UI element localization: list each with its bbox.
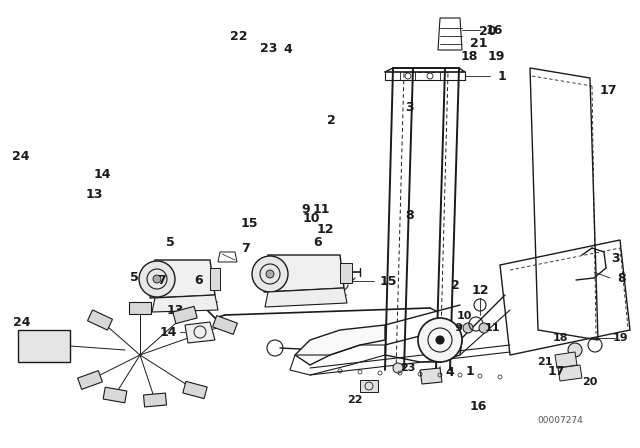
Polygon shape — [555, 352, 577, 368]
Text: 5: 5 — [166, 236, 174, 249]
Circle shape — [568, 343, 582, 357]
Polygon shape — [143, 393, 166, 407]
Polygon shape — [265, 288, 347, 307]
Text: 16: 16 — [485, 23, 502, 36]
Text: 2: 2 — [451, 279, 460, 292]
Text: 3: 3 — [405, 101, 414, 114]
Polygon shape — [212, 315, 237, 334]
Text: 16: 16 — [470, 400, 488, 414]
Text: 11: 11 — [484, 323, 500, 333]
Text: 22: 22 — [230, 30, 248, 43]
Text: 5: 5 — [130, 271, 139, 284]
Polygon shape — [558, 365, 582, 381]
Text: 23: 23 — [400, 363, 416, 373]
Text: 3: 3 — [611, 251, 620, 264]
Polygon shape — [360, 380, 378, 392]
Text: 21: 21 — [470, 37, 488, 51]
Circle shape — [479, 323, 489, 333]
Circle shape — [153, 275, 161, 283]
Text: 17: 17 — [548, 365, 566, 379]
Text: 13: 13 — [86, 188, 104, 202]
Polygon shape — [88, 310, 113, 330]
Polygon shape — [264, 255, 344, 292]
Polygon shape — [185, 322, 215, 343]
Polygon shape — [77, 370, 102, 389]
Polygon shape — [152, 295, 218, 312]
Polygon shape — [173, 306, 197, 323]
Text: 9: 9 — [301, 203, 310, 216]
Polygon shape — [103, 387, 127, 403]
Text: 23: 23 — [260, 42, 278, 55]
Circle shape — [463, 323, 473, 333]
Bar — [18, 330, 70, 362]
Circle shape — [393, 363, 403, 373]
Text: 7: 7 — [157, 273, 166, 287]
Text: 1: 1 — [498, 69, 506, 82]
Text: 00007274: 00007274 — [537, 415, 583, 425]
Text: 20: 20 — [582, 377, 598, 387]
Text: 11: 11 — [312, 203, 330, 216]
Text: 19: 19 — [612, 333, 628, 343]
Text: 6: 6 — [194, 273, 203, 287]
Text: 17: 17 — [599, 83, 617, 96]
Text: 10: 10 — [303, 212, 321, 225]
Text: 2: 2 — [327, 114, 336, 128]
Text: 15: 15 — [380, 275, 397, 288]
Text: 8: 8 — [405, 208, 414, 222]
Text: 24: 24 — [13, 315, 31, 328]
Circle shape — [252, 256, 288, 292]
Circle shape — [436, 336, 444, 344]
Text: 10: 10 — [456, 311, 472, 321]
Polygon shape — [340, 263, 352, 283]
Circle shape — [418, 318, 462, 362]
Text: 24: 24 — [12, 150, 29, 164]
Text: 13: 13 — [166, 303, 184, 316]
Text: 15: 15 — [241, 216, 259, 230]
Polygon shape — [210, 268, 220, 290]
Polygon shape — [150, 260, 215, 298]
Polygon shape — [420, 368, 442, 384]
Text: 20: 20 — [479, 25, 497, 38]
Text: 9: 9 — [454, 323, 462, 333]
Text: 22: 22 — [348, 395, 363, 405]
Text: 14: 14 — [159, 326, 177, 339]
Polygon shape — [295, 325, 385, 365]
Text: 6: 6 — [314, 236, 323, 249]
Text: 19: 19 — [487, 49, 505, 63]
Text: 12: 12 — [316, 223, 334, 236]
Text: 4: 4 — [445, 366, 454, 379]
Polygon shape — [129, 302, 151, 314]
Text: 7: 7 — [241, 241, 250, 254]
Polygon shape — [183, 381, 207, 399]
Circle shape — [266, 270, 274, 278]
Text: 18: 18 — [460, 49, 478, 63]
Text: 4: 4 — [284, 43, 292, 56]
Circle shape — [139, 261, 175, 297]
Text: 8: 8 — [618, 271, 627, 284]
Text: 1: 1 — [466, 365, 475, 379]
Text: 14: 14 — [93, 168, 111, 181]
Text: 18: 18 — [552, 333, 568, 343]
Text: 12: 12 — [471, 284, 489, 297]
Text: 21: 21 — [537, 357, 553, 367]
